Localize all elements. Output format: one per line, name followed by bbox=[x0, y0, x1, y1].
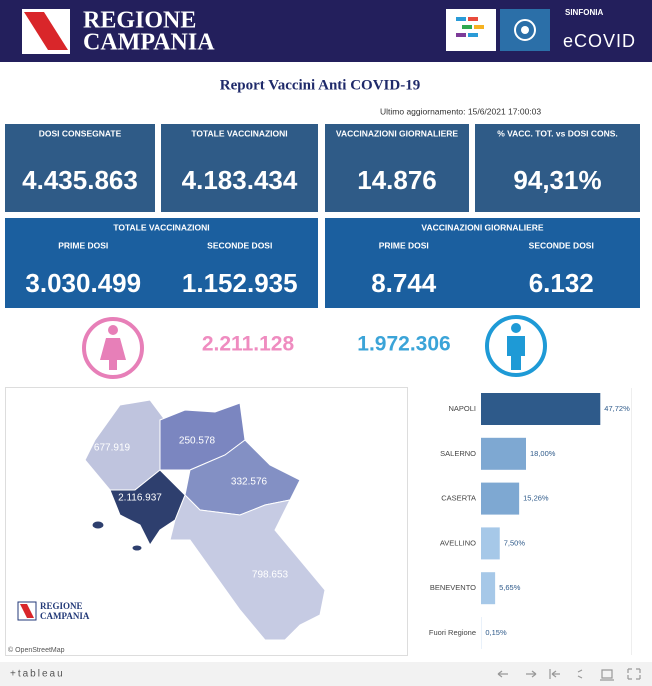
value-label: 7,50% bbox=[504, 538, 526, 547]
value-label: 5,65% bbox=[499, 583, 521, 592]
panel-title: TOTALE VACCINAZIONI bbox=[113, 222, 209, 232]
map-logo-line2: CAMPANIA bbox=[40, 611, 90, 621]
kpi-label: TOTALE VACCINAZIONI bbox=[191, 128, 287, 138]
dose-label: SECONDE DOSI bbox=[529, 240, 594, 250]
product-top: SINFONIA bbox=[565, 8, 603, 17]
value-label: 18,00% bbox=[530, 449, 556, 458]
map bbox=[84, 399, 326, 641]
report-title: Report Vaccini Anti COVID-19 bbox=[220, 77, 420, 93]
undo[interactable] bbox=[497, 670, 508, 678]
download[interactable] bbox=[600, 669, 614, 681]
kpi-value: 94,31% bbox=[513, 165, 601, 195]
kpi-label: % VACC. TOT. vs DOSI CONS. bbox=[497, 128, 618, 138]
bar bbox=[481, 393, 601, 425]
island bbox=[131, 544, 143, 552]
category-label: Fuori Regione bbox=[429, 628, 476, 637]
dose-panels: TOTALE VACCINAZIONI PRIME DOSI 3.030.499 SE… bbox=[5, 218, 640, 308]
kpi-box bbox=[161, 124, 318, 212]
category-label: CASERTA bbox=[441, 494, 476, 503]
region-logo bbox=[22, 9, 70, 54]
dose-panel bbox=[5, 218, 318, 308]
brand-line1: REGIONE bbox=[83, 8, 196, 34]
female-icon bbox=[82, 317, 144, 379]
kpi-label: VACCINAZIONI GIORNALIERE bbox=[336, 128, 458, 138]
region-label: 677.919 bbox=[94, 443, 131, 454]
category-label: SALERNO bbox=[440, 449, 476, 458]
kpi-label: DOSI CONSEGNATE bbox=[39, 128, 122, 138]
product-name: eCOVID bbox=[563, 31, 636, 51]
region-label: 332.576 bbox=[231, 477, 268, 488]
bar-chart: NAPOLI 47,72% SALERNO 18,00% CASERTA 15,26% AV… bbox=[429, 393, 630, 649]
region-label: 250.578 bbox=[179, 436, 216, 447]
kpi-box bbox=[475, 124, 640, 212]
category-label: BENEVENTO bbox=[430, 583, 476, 592]
dose-label: PRIME DOSI bbox=[379, 240, 429, 250]
bar bbox=[481, 527, 500, 560]
footer-brand: +tableau bbox=[10, 669, 65, 680]
bar bbox=[481, 482, 520, 515]
updated: Ultimo aggiornamento: 15/6/2021 17:00:03 bbox=[380, 106, 541, 116]
kpi-box bbox=[325, 124, 469, 212]
category-label: NAPOLI bbox=[448, 404, 476, 413]
map-logo-line1: REGIONE bbox=[40, 601, 83, 611]
value-label: 47,72% bbox=[604, 404, 630, 413]
dose-value: 8.744 bbox=[371, 268, 437, 298]
male-icon bbox=[485, 315, 547, 377]
dose-label: SECONDE DOSI bbox=[207, 240, 272, 250]
island bbox=[91, 520, 105, 530]
brand-line2: CAMPANIA bbox=[83, 30, 215, 56]
map-attribution: © OpenStreetMap bbox=[8, 646, 65, 654]
fullscreen[interactable] bbox=[627, 668, 641, 680]
kpi-row: DOSI CONSEGNATE 4.435.863 TOTALE VACCINAZI… bbox=[5, 124, 640, 212]
kpi-value: 4.435.863 bbox=[22, 165, 138, 195]
dose-panel bbox=[325, 218, 640, 308]
bar bbox=[481, 437, 526, 470]
panel-title: VACCINAZIONI GIORNALIERE bbox=[421, 222, 543, 232]
category-label: AVELLINO bbox=[440, 538, 476, 547]
value-label: 0,15% bbox=[485, 628, 507, 637]
product-logo bbox=[446, 9, 550, 51]
kpi-value: 14.876 bbox=[357, 165, 437, 195]
region-salerno bbox=[169, 494, 326, 641]
map-logo bbox=[17, 601, 37, 621]
bar bbox=[481, 572, 496, 605]
dose-value: 1.152.935 bbox=[182, 268, 298, 298]
kpi-box bbox=[5, 124, 155, 212]
footer-controls bbox=[497, 668, 641, 681]
female-count: 2.211.128 bbox=[202, 333, 295, 356]
revert[interactable] bbox=[549, 669, 560, 679]
value-label: 15,26% bbox=[523, 494, 549, 503]
kpi-value: 4.183.434 bbox=[182, 165, 298, 195]
region-napoli bbox=[109, 469, 186, 546]
redo[interactable] bbox=[526, 670, 537, 678]
dose-value: 6.132 bbox=[529, 268, 594, 298]
dose-label: PRIME DOSI bbox=[58, 240, 108, 250]
male-count: 1.972.306 bbox=[357, 333, 450, 356]
footer bbox=[0, 662, 652, 686]
region-label: 2.116.937 bbox=[118, 493, 162, 504]
dose-value: 3.030.499 bbox=[25, 268, 141, 298]
region-label: 798.653 bbox=[252, 570, 289, 581]
